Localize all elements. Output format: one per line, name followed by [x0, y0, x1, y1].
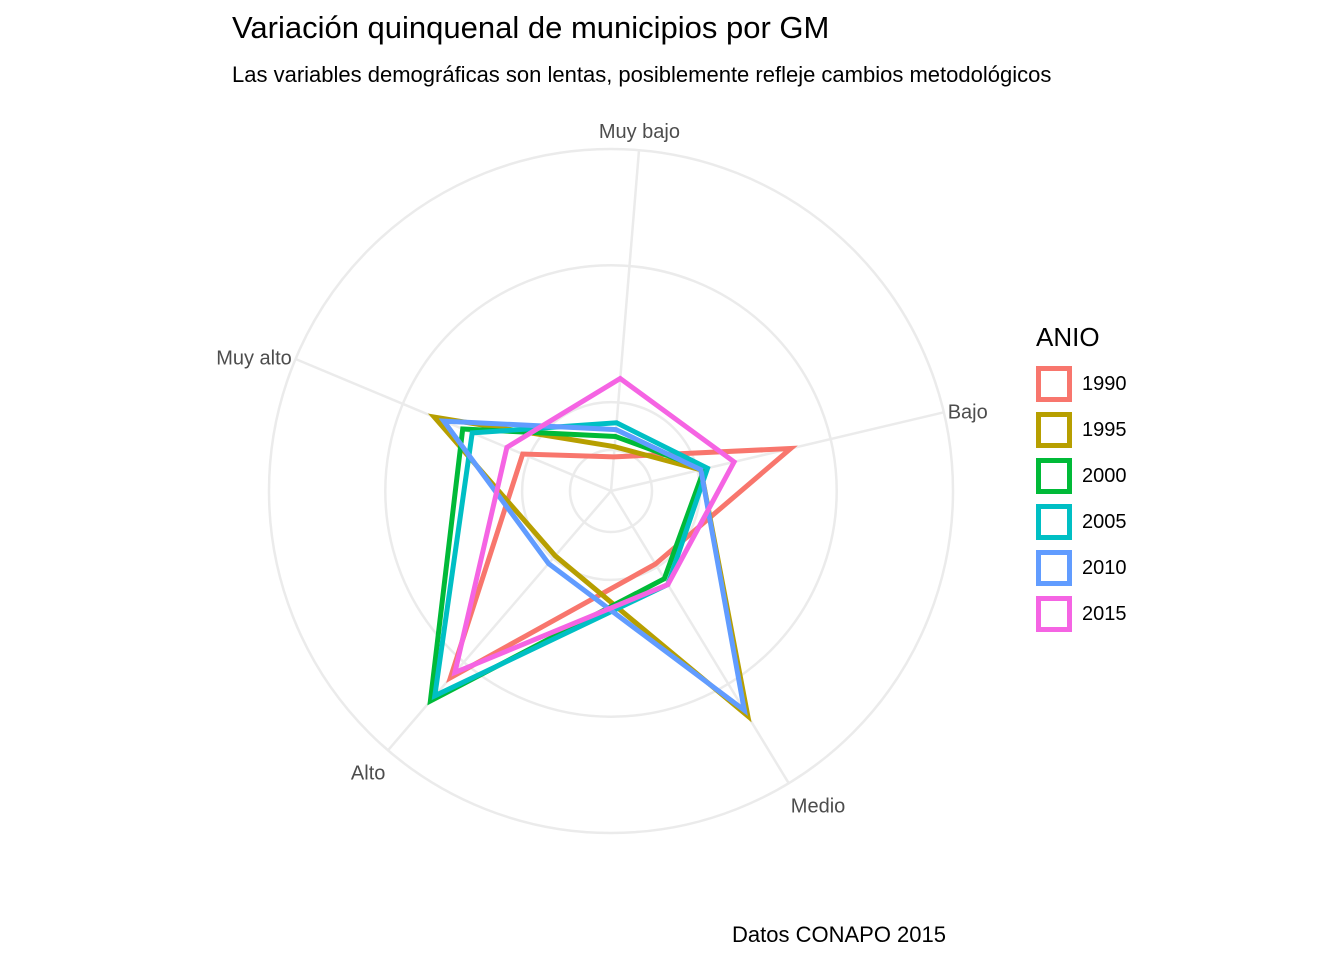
chart-title: Variación quinquenal de municipios por G…: [232, 10, 830, 45]
grid-spoke: [609, 490, 790, 784]
grid-spoke: [387, 490, 612, 752]
legend-key: [1036, 504, 1072, 540]
series-line-1990: [446, 445, 798, 683]
legend-key: [1036, 596, 1072, 632]
grid-spoke: [610, 411, 945, 493]
axis-label-medio: Medio: [791, 796, 845, 818]
series-line-2015: [451, 375, 738, 677]
legend-title: ANIO: [1036, 322, 1100, 352]
legend-key: [1036, 366, 1072, 402]
legend-item-2000: 2000: [1036, 453, 1127, 499]
grid-spoke: [295, 357, 612, 493]
legend-label: 1995: [1082, 418, 1127, 441]
grid-ring-3: [384, 264, 838, 718]
legend-key: [1036, 412, 1072, 448]
axis-label-bajo: Bajo: [948, 401, 988, 423]
axis-label-alto: Alto: [351, 762, 385, 784]
radar-axis-labels: Bajo Muy bajo Muy alto Alto Medio: [216, 121, 988, 817]
radar-grid: [267, 147, 955, 835]
axis-label-muy-bajo: Muy bajo: [599, 121, 680, 143]
legend-key: [1036, 458, 1072, 494]
legend-label: 2005: [1082, 510, 1127, 533]
legend-label: 2010: [1082, 556, 1127, 579]
legend-item-2005: 2005: [1036, 499, 1127, 545]
legend-item-2015: 2015: [1036, 591, 1127, 637]
axis-label-muy-alto: Muy alto: [216, 348, 292, 370]
legend-key: [1036, 550, 1072, 586]
chart-caption: Datos CONAPO 2015: [732, 922, 946, 947]
series-line-2005: [431, 420, 711, 701]
legend-item-1990: 1990: [1036, 361, 1127, 407]
legend-label: 2000: [1082, 464, 1127, 487]
legend-item-2010: 2010: [1036, 545, 1127, 591]
series-line-2000: [427, 426, 708, 706]
grid-ring-1: [568, 448, 654, 534]
legend-item-1995: 1995: [1036, 407, 1127, 453]
chart-subtitle: Las variables demográficas son lentas, p…: [232, 62, 1052, 87]
legend-items: 1990 1995 2000 2005 2010 2015: [1036, 361, 1127, 637]
legend: ANIO 1990 1995 2000 2005 2010 2015: [1036, 322, 1127, 637]
legend-label: 2015: [1082, 602, 1127, 625]
legend-label: 1990: [1082, 372, 1127, 395]
grid-ring-4: [267, 147, 955, 835]
radar-series: [427, 375, 798, 723]
